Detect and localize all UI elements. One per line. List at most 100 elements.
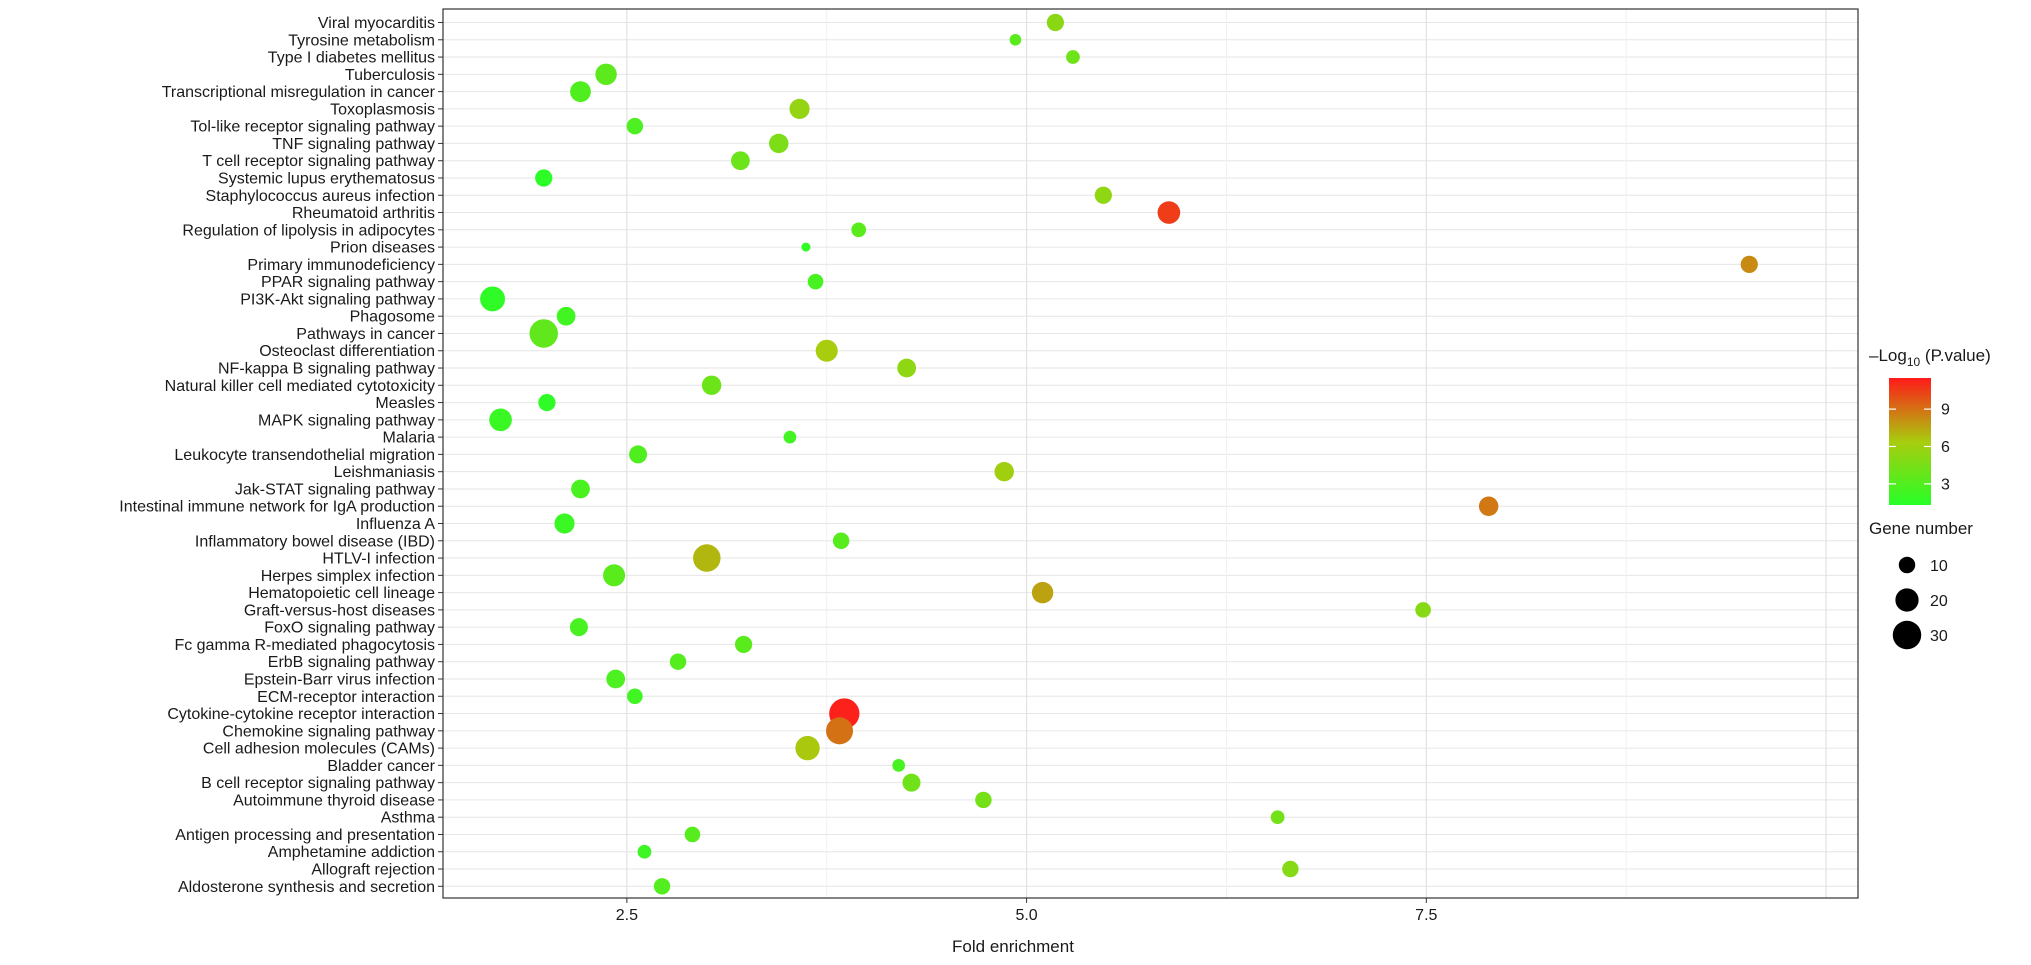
data-points — [480, 13, 1758, 895]
y-tick-label: Allograft rejection — [311, 862, 435, 879]
size-legend-circle — [1898, 556, 1916, 574]
data-point — [801, 242, 811, 252]
data-point — [595, 63, 617, 86]
data-point — [637, 844, 652, 859]
y-tick-label: Malaria — [383, 430, 436, 447]
y-tick-label: Amphetamine addiction — [268, 844, 435, 861]
data-point — [627, 688, 643, 705]
y-tick-label: Leukocyte transendothelial migration — [174, 447, 435, 464]
y-tick-label: Staphylococcus aureus infection — [206, 188, 435, 205]
data-point — [480, 286, 506, 312]
y-tick-label: PI3K-Akt signaling pathway — [240, 291, 435, 308]
data-point — [626, 117, 644, 135]
data-point — [653, 878, 671, 895]
size-legend-label: 10 — [1930, 558, 1948, 575]
y-tick-label: Asthma — [381, 810, 435, 827]
data-point — [1009, 33, 1022, 46]
y-tick-label: ErbB signaling pathway — [268, 654, 435, 671]
data-point — [606, 669, 626, 689]
data-point — [1066, 50, 1080, 64]
data-point — [603, 564, 626, 587]
data-point — [570, 81, 591, 103]
y-tick-label: Primary immunodeficiency — [247, 257, 435, 274]
data-point — [832, 532, 850, 550]
x-tick-label: 5.0 — [1015, 907, 1037, 924]
data-point — [1478, 496, 1499, 516]
size-legend: Gene number 10 20 30 — [1869, 519, 1973, 650]
x-tick-label: 7.5 — [1415, 907, 1437, 924]
size-legend-label: 30 — [1930, 628, 1948, 645]
y-tick-label: Fc gamma R-mediated phagocytosis — [174, 637, 435, 654]
y-tick-label: Type I diabetes mellitus — [268, 50, 435, 67]
data-point — [795, 735, 820, 761]
y-tick-label: Hematopoietic cell lineage — [248, 585, 435, 602]
data-point — [815, 339, 838, 362]
y-tick-label: Inflammatory bowel disease (IBD) — [195, 533, 435, 550]
y-tick-label: Tuberculosis — [345, 67, 435, 84]
y-tick-label: Measles — [375, 395, 435, 412]
data-point — [554, 513, 575, 534]
y-tick-label: Phagosome — [350, 309, 435, 326]
y-tick-label: ECM-receptor interaction — [257, 689, 435, 706]
y-tick-label: Jak-STAT signaling pathway — [235, 481, 435, 498]
data-point — [892, 758, 906, 772]
y-tick-label: Intestinal immune network for IgA produc… — [119, 499, 435, 516]
gridlines — [443, 9, 1858, 898]
y-tick-label: MAPK signaling pathway — [258, 412, 435, 429]
size-legend-items: 10 20 30 — [1892, 556, 1948, 650]
data-point — [1270, 810, 1285, 825]
y-tick-label: Viral myocarditis — [318, 15, 435, 32]
size-legend-title: Gene number — [1869, 519, 1973, 538]
x-axis: 2.5 5.0 7.5 — [442, 8, 1859, 924]
size-legend-label: 20 — [1930, 593, 1948, 610]
data-point — [807, 273, 824, 290]
data-point — [734, 635, 753, 654]
plot-panel-border — [442, 8, 1859, 899]
data-point — [684, 826, 701, 843]
data-point — [629, 445, 648, 464]
x-axis-title: Fold enrichment — [952, 937, 1074, 956]
y-tick-label: TNF signaling pathway — [272, 136, 435, 153]
y-tick-label: Rheumatoid arthritis — [292, 205, 435, 222]
data-point — [783, 430, 797, 444]
y-tick-label: NF-kappa B signaling pathway — [218, 361, 435, 378]
data-point — [826, 717, 854, 745]
y-tick-label: T cell receptor signaling pathway — [202, 153, 435, 170]
data-point — [538, 393, 556, 412]
y-tick-label: Osteoclast differentiation — [259, 343, 435, 360]
color-legend-title: –Log10 (P.value) — [1869, 346, 1991, 369]
data-point — [669, 653, 687, 670]
data-point — [731, 151, 750, 171]
y-tick-label: Chemokine signaling pathway — [222, 723, 435, 740]
data-point — [1415, 602, 1431, 618]
data-point — [489, 408, 512, 432]
x-tick-label: 2.5 — [616, 907, 638, 924]
color-legend-title-sub: 10 — [1907, 355, 1921, 369]
y-tick-label: Influenza A — [356, 516, 436, 533]
data-point — [571, 479, 590, 499]
y-tick-label: Herpes simplex infection — [261, 568, 435, 585]
y-tick-label: Toxoplasmosis — [330, 101, 435, 118]
data-point — [789, 98, 810, 119]
y-tick-label: Systemic lupus erythematosus — [218, 170, 435, 187]
data-point — [556, 306, 576, 326]
y-tick-label: Prion diseases — [330, 240, 435, 257]
y-tick-label: Regulation of lipolysis in adipocytes — [182, 222, 435, 239]
data-point — [1282, 860, 1299, 878]
data-point — [1740, 255, 1758, 273]
data-point — [535, 169, 553, 187]
y-tick-label: Cell adhesion molecules (CAMs) — [203, 741, 435, 758]
data-point — [769, 133, 789, 154]
data-point — [529, 319, 558, 348]
y-tick-label: Pathways in cancer — [296, 326, 435, 343]
size-legend-circle — [1892, 620, 1922, 650]
data-point — [569, 618, 588, 637]
y-tick-label: Aldosterone synthesis and secretion — [178, 879, 435, 896]
y-tick-label: Autoimmune thyroid disease — [233, 792, 435, 809]
data-point — [1157, 201, 1181, 224]
y-tick-label: PPAR signaling pathway — [261, 274, 435, 291]
data-point — [1046, 13, 1064, 32]
data-point — [975, 791, 992, 809]
y-tick-label: Natural killer cell mediated cytotoxicit… — [165, 378, 435, 395]
